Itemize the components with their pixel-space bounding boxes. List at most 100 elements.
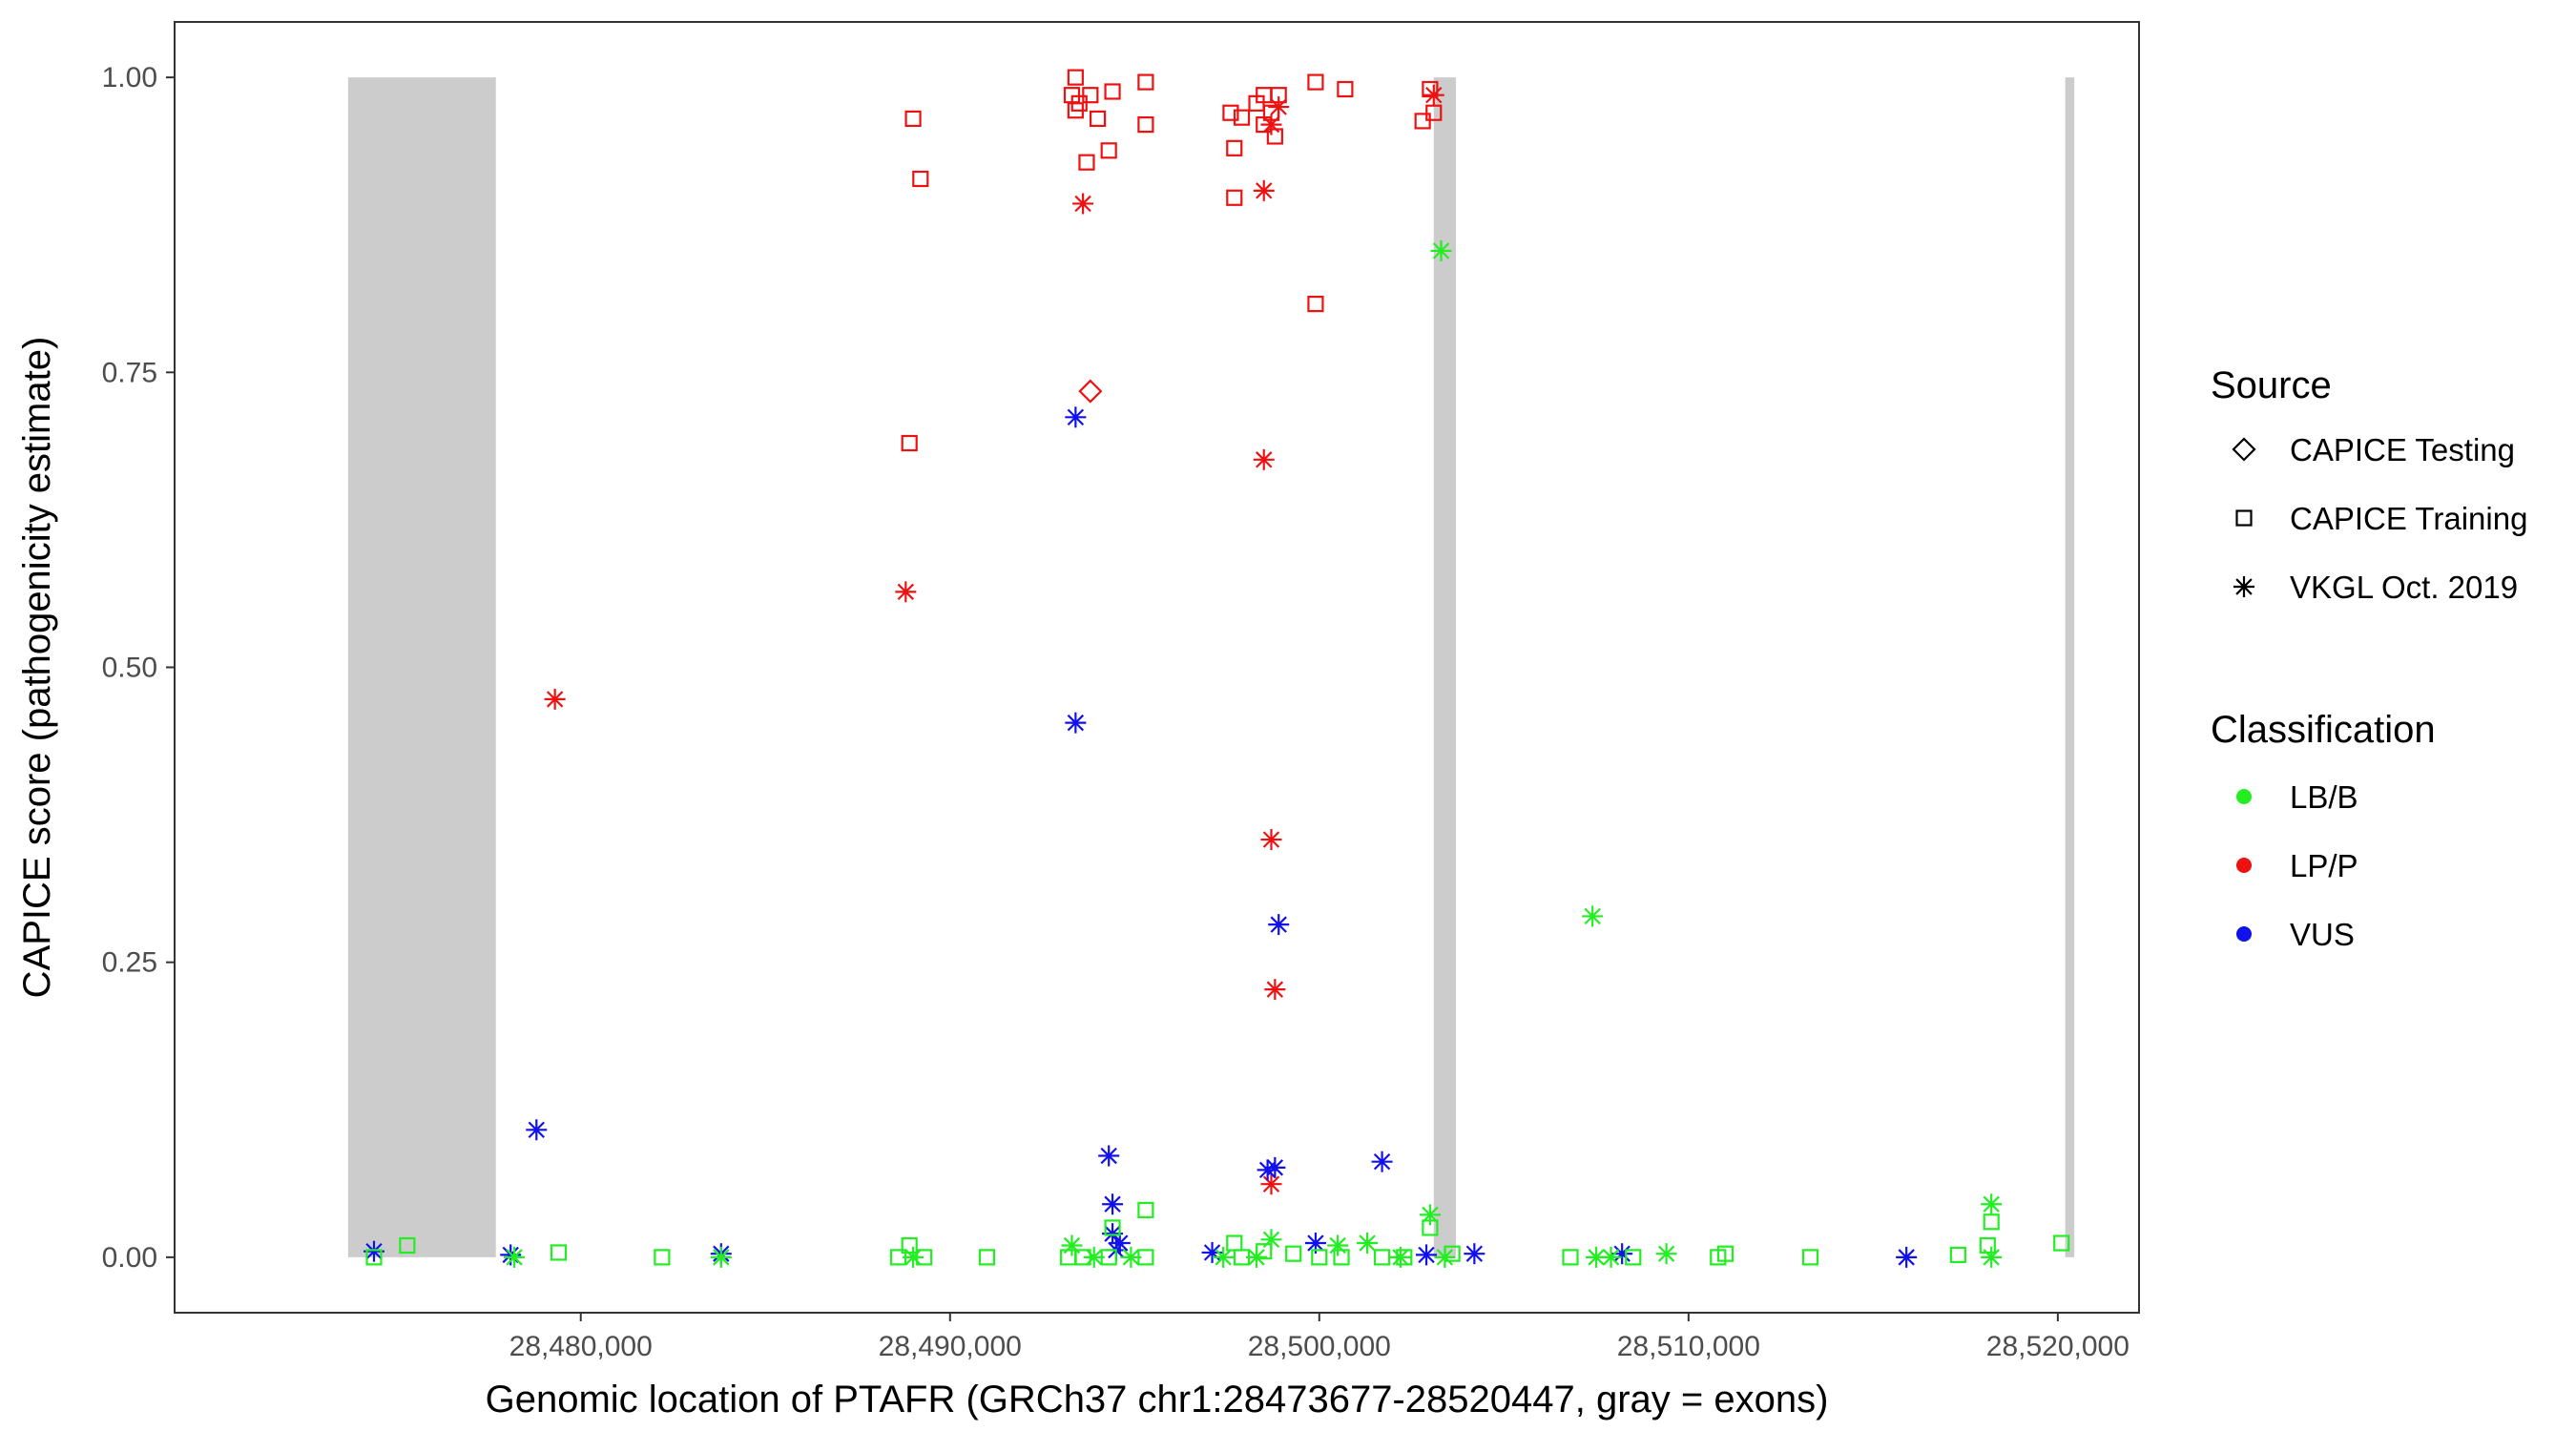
exon-region-3 [2065,77,2075,1257]
legend-label-source: VKGL Oct. 2019 [2290,570,2518,605]
data-point [1434,1246,1456,1268]
data-point [1245,1246,1267,1268]
legend-label-classification: LP/P [2290,848,2358,883]
data-point [1357,1233,1379,1255]
data-point [1260,114,1282,135]
exon-region-1 [347,77,496,1257]
legend-key-asterisk-icon [2233,576,2254,597]
data-point [1098,1145,1120,1167]
data-point [1425,104,1443,121]
data-point [1327,1234,1349,1256]
legend-title-classification: Classification [2211,709,2436,751]
data-point [1896,1246,1918,1268]
data-point [550,1244,568,1261]
data-point [1333,1249,1350,1266]
data-point [1104,1219,1121,1236]
data-point [1264,1156,1286,1178]
data-point [1562,1249,1579,1266]
data-point [1078,154,1095,171]
data-point [1304,1233,1326,1255]
data-point [1423,84,1444,106]
data-point [1268,96,1290,118]
data-point [526,1119,548,1141]
data-point [978,1249,996,1266]
data-point [654,1249,671,1266]
data-point [1067,69,1084,86]
data-point [1710,1249,1727,1266]
legend-key-dot-icon [2236,789,2252,804]
data-point [1586,1246,1608,1268]
data-point [1264,979,1286,1001]
data-point [1260,829,1282,851]
data-point [1582,905,1604,927]
data-point [1801,1249,1819,1266]
data-point [1981,1193,2003,1215]
y-tick-label: 1.00 [102,62,157,93]
data-point [1137,73,1154,91]
data-point [710,1246,732,1268]
x-tick-label: 28,490,000 [879,1331,1022,1362]
legend-key-dot-icon [2236,926,2252,942]
y-axis-title: CAPICE score (pathogenicity estimate) [16,337,58,999]
data-point [1655,1243,1677,1265]
data-point [365,1249,383,1266]
x-tick-label: 28,480,000 [509,1331,653,1362]
data-point [1307,295,1324,313]
data-point [901,434,918,452]
data-point [1268,914,1290,936]
data-point [1371,1151,1393,1172]
data-point [1285,1245,1302,1262]
x-tick-label: 28,510,000 [1617,1331,1760,1362]
data-point [912,170,929,188]
data-point [1078,379,1103,404]
data-point [1311,1249,1328,1266]
data-point [1260,1173,1282,1195]
data-point [1226,1234,1243,1252]
legend-label-source: CAPICE Testing [2290,432,2515,467]
data-point [1373,1249,1391,1266]
y-tick-label: 0.25 [102,947,157,979]
data-point [1222,104,1239,121]
legend-label-classification: VUS [2290,917,2355,952]
data-point [1414,113,1431,130]
x-axis: 28,480,000 28,490,000 28,500,000 28,510,000… [509,1313,2129,1362]
data-point [1060,1249,1077,1266]
data-point [1137,1201,1154,1219]
data-point [1226,189,1243,206]
y-tick-label: 0.75 [102,357,157,388]
data-point [1137,115,1154,134]
data-point [895,581,917,603]
exon-regions [347,77,2075,1257]
data-point [1072,193,1094,215]
data-point [1983,1213,2000,1231]
y-tick-label: 0.00 [102,1242,157,1274]
data-point [1949,1246,1966,1263]
data-point [399,1236,416,1255]
x-tick-label: 28,500,000 [1248,1331,1391,1362]
data-point [1979,1236,1996,1255]
data-point [1307,73,1324,91]
data-point [1233,109,1251,126]
data-point [1061,1234,1083,1256]
data-point [904,110,922,128]
legend-label-classification: LB/B [2290,779,2358,815]
data-point [1981,1246,2003,1268]
data-point [1120,1246,1142,1268]
data-point [1065,712,1087,734]
y-tick-label: 0.50 [102,653,157,684]
data-point [1213,1246,1235,1268]
data-point [1422,80,1439,98]
legend-title-source: Source [2211,364,2332,406]
x-axis-title: Genomic location of PTAFR (GRCh37 chr1:2… [486,1379,1829,1421]
x-tick-label: 28,520,000 [1986,1331,2129,1362]
legend-key-square-icon [2235,509,2253,527]
data-point [889,1249,907,1266]
data-point [1065,406,1087,428]
data-point [1100,142,1117,159]
legend-key-diamond-icon [2232,437,2256,462]
data-point [1226,139,1243,156]
data-point [1389,1246,1411,1268]
data-point [2053,1234,2070,1252]
legend-key-dot-icon [2236,858,2252,873]
y-axis: 0.00 0.25 0.50 0.75 1.00 [102,62,175,1274]
